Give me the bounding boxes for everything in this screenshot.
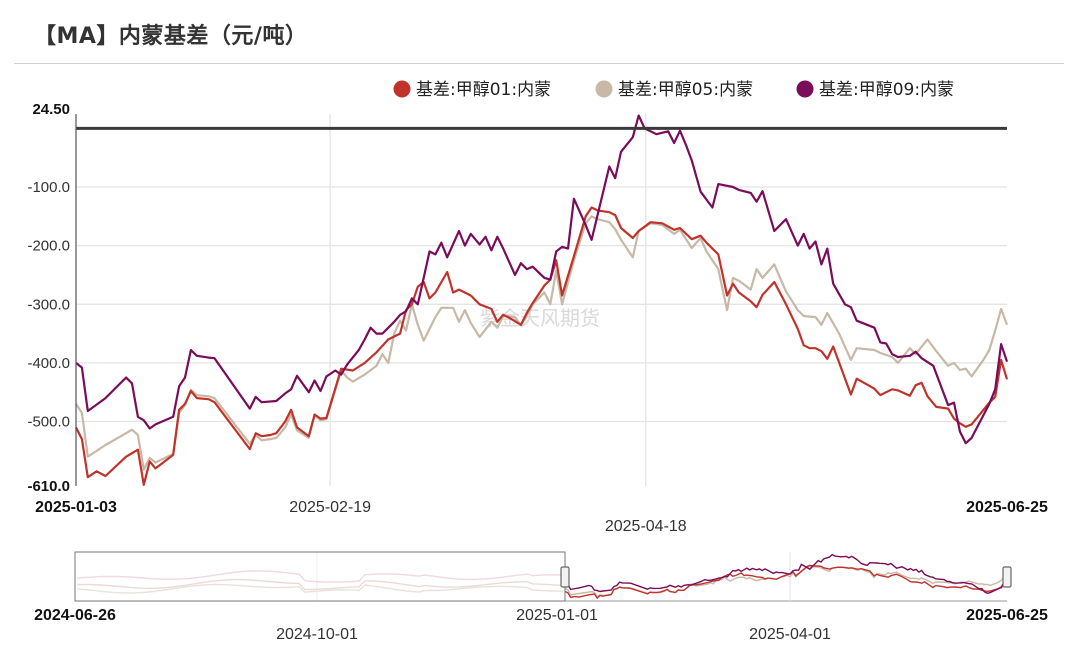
legend-label-s05: 基差:甲醇05:内蒙 — [618, 80, 753, 100]
legend-marker-s09 — [796, 80, 814, 98]
title-divider — [14, 63, 1064, 64]
navigator-mask — [74, 551, 566, 602]
x-tick-label: 2025-06-25 — [966, 499, 1048, 516]
navigator-label: 2025-01-01 — [516, 607, 598, 624]
x-tick-label: 2025-02-19 — [289, 499, 371, 516]
legend-item-s01[interactable]: 基差:甲醇01:内蒙 — [393, 80, 552, 100]
navigator-history-line — [76, 570, 564, 583]
navigator-label: 2024-06-26 — [34, 607, 116, 624]
legend-item-s05[interactable]: 基差:甲醇05:内蒙 — [595, 80, 754, 100]
y-tick-label: -100.0 — [27, 179, 70, 196]
navigator-series-line-s05 — [564, 565, 1008, 598]
navigator-handle-right[interactable] — [1002, 566, 1012, 588]
navigator-series-line-s09 — [564, 553, 1008, 595]
legend-marker-s01 — [393, 80, 411, 98]
axes: 24.50 -100.0 -200.0 -300.0 -400.0 -500.0 -610.… — [27, 101, 1048, 535]
y-tick-label: -300.0 — [27, 296, 70, 313]
navigator-label: 2025-06-25 — [966, 607, 1048, 624]
navigator-history-line — [76, 583, 564, 594]
legend[interactable]: 基差:甲醇01:内蒙 基差:甲醇05:内蒙 基差:甲醇09:内蒙 — [393, 80, 955, 100]
series-line-s09 — [75, 114, 1009, 445]
series-line-s01 — [75, 206, 1009, 486]
legend-label-s09: 基差:甲醇09:内蒙 — [819, 80, 954, 100]
navigator[interactable]: 2024-06-26 2025-06-25 2024-10-01 2025-01-01… — [34, 551, 1048, 643]
grid — [76, 114, 1007, 486]
y-tick-label: -610.0 — [27, 478, 70, 495]
y-tick-label: -400.0 — [27, 355, 70, 372]
y-tick-label: -500.0 — [27, 414, 70, 431]
navigator-label: 2025-04-01 — [749, 626, 831, 643]
series-lines — [75, 114, 1009, 486]
legend-item-s09[interactable]: 基差:甲醇09:内蒙 — [796, 80, 955, 100]
x-tick-label: 2025-04-18 — [605, 518, 687, 535]
y-tick-label: 24.50 — [32, 101, 70, 118]
navigator-handle-left[interactable] — [560, 566, 570, 588]
legend-label-s01: 基差:甲醇01:内蒙 — [416, 80, 551, 100]
navigator-history-line — [76, 578, 564, 591]
y-tick-label: -200.0 — [27, 238, 70, 255]
x-tick-label: 2025-01-03 — [35, 499, 117, 516]
legend-marker-s05 — [595, 80, 613, 98]
chart-title: 【MA】内蒙基差（元/吨） — [34, 24, 308, 49]
navigator-label: 2024-10-01 — [276, 626, 358, 643]
series-line-s05 — [75, 215, 1009, 471]
